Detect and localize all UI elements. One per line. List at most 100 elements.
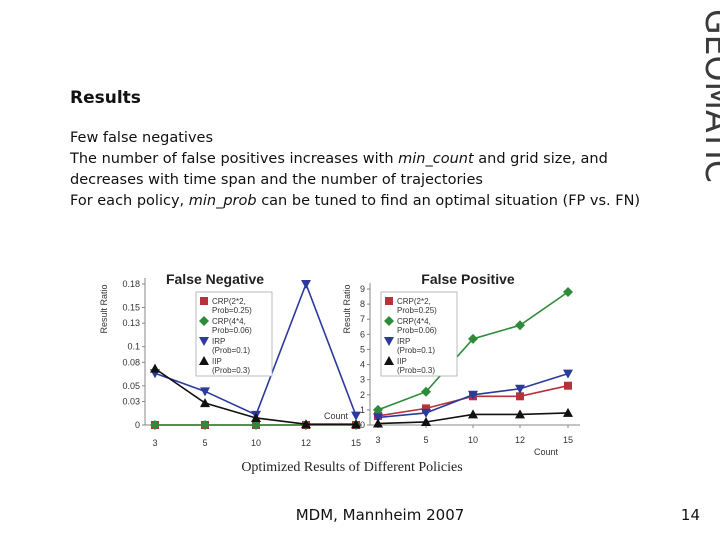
- data-point: [301, 280, 311, 289]
- x-axis-label: Count: [534, 447, 559, 457]
- y-tick-label: 5: [360, 344, 365, 354]
- data-point: [421, 408, 431, 418]
- y-tick-label: 0: [360, 420, 365, 430]
- data-point: [468, 390, 478, 400]
- data-point: [563, 287, 573, 298]
- data-point: [200, 398, 210, 408]
- bullet-item: For each policy, min_prob can be tuned t…: [70, 193, 641, 209]
- x-tick-label: 10: [468, 435, 478, 445]
- legend-label: (Prob=0.3): [397, 366, 435, 375]
- chart-legend: CRP(2*2,Prob=0.25)CRP(4*4,Prob=0.06)IRP(…: [195, 291, 273, 377]
- y-tick-label: 0.18: [122, 279, 140, 289]
- y-axis-label: Result Ratio: [99, 284, 109, 333]
- data-point: [421, 416, 431, 426]
- x-tick-label: 3: [375, 435, 380, 445]
- y-tick-label: 1: [360, 405, 365, 415]
- y-tick-label: 2: [360, 390, 365, 400]
- data-point: [199, 356, 209, 365]
- figure-caption: Optimized Results of Different Policies: [241, 460, 462, 475]
- x-tick-label: 10: [251, 438, 261, 448]
- x-tick-label: 15: [351, 438, 361, 448]
- x-tick-label: 3: [152, 438, 157, 448]
- y-tick-label: 6: [360, 329, 365, 339]
- legend-label: Prob=0.06): [397, 326, 437, 335]
- false-negative-chart: False Negative Result Ratio 0 0.03 0.05 0.08 0…: [99, 271, 362, 448]
- data-point: [373, 404, 383, 415]
- y-tick-label: 8: [360, 299, 365, 309]
- data-point: [468, 409, 478, 419]
- data-point: [150, 363, 160, 373]
- data-point: [516, 392, 524, 401]
- data-point: [150, 420, 160, 430]
- data-point: [200, 420, 210, 430]
- data-point: [422, 404, 430, 413]
- y-tick-label: 0.03: [122, 397, 140, 407]
- legend-label: IRP: [397, 337, 410, 346]
- bullet-list: Few false negatives The number of false …: [70, 128, 650, 212]
- y-tick-label: 4: [360, 360, 365, 370]
- data-point: [200, 297, 208, 305]
- data-point: [373, 418, 383, 428]
- x-tick-label: 12: [301, 438, 311, 448]
- footer-text: MDM, Mannheim 2007: [295, 506, 465, 524]
- y-tick-label: 0: [135, 420, 140, 430]
- x-tick-label: 5: [202, 438, 207, 448]
- data-point: [351, 411, 361, 421]
- legend-label: IIP: [397, 357, 407, 366]
- legend-label: CRP(4*4,: [397, 317, 431, 326]
- y-tick-label: 0.1: [127, 342, 140, 352]
- data-point: [384, 356, 394, 365]
- legend-label: CRP(2*2,: [212, 297, 246, 306]
- data-point: [563, 407, 573, 417]
- y-tick-label: 0.15: [122, 303, 140, 313]
- legend-box: [195, 291, 273, 377]
- chart-title: False Positive: [421, 271, 515, 287]
- legend-label: (Prob=0.1): [212, 346, 250, 355]
- x-tick-label: 12: [515, 435, 525, 445]
- legend-label: CRP(4*4,: [212, 317, 246, 326]
- legend-label: IIP: [212, 357, 222, 366]
- legend-label: (Prob=0.1): [397, 346, 435, 355]
- chart-legend: CRP(2*2,Prob=0.25)CRP(4*4,Prob=0.06)IRP(…: [380, 291, 458, 377]
- logo-text: GEOMATIC: [697, 9, 720, 183]
- legend-label: (Prob=0.3): [212, 366, 250, 375]
- data-point: [251, 412, 261, 422]
- page-number: 14: [680, 506, 700, 524]
- data-point: [251, 420, 261, 430]
- data-point: [515, 384, 525, 394]
- x-tick-label: 15: [563, 435, 573, 445]
- data-point: [373, 413, 383, 423]
- data-point: [384, 316, 394, 326]
- y-axis-label: Result Ratio: [342, 284, 352, 333]
- y-tick-label: 0.08: [122, 357, 140, 367]
- data-point: [199, 316, 209, 326]
- data-point: [200, 387, 210, 397]
- legend-label: CRP(2*2,: [397, 297, 431, 306]
- x-axis-label: Count: [324, 411, 349, 421]
- data-point: [385, 297, 393, 305]
- data-point: [351, 419, 361, 429]
- data-point: [564, 381, 572, 390]
- legend-label: Prob=0.25): [212, 306, 252, 315]
- slide-title: Results: [70, 88, 141, 108]
- data-point: [384, 337, 394, 346]
- geomatic-logo: GEOMATIC: [697, 9, 720, 183]
- data-point: [563, 369, 573, 379]
- bullet-item: Few false negatives: [70, 130, 214, 146]
- legend-label: Prob=0.06): [212, 326, 252, 335]
- legend-label: Prob=0.25): [397, 306, 437, 315]
- legend-label: IRP: [212, 337, 225, 346]
- chart-title: False Negative: [166, 271, 264, 287]
- data-point: [301, 419, 311, 429]
- data-point: [199, 337, 209, 346]
- data-point: [468, 333, 478, 344]
- y-tick-label: 3: [360, 375, 365, 385]
- y-tick-label: 0.13: [122, 318, 140, 328]
- y-tick-label: 7: [360, 314, 365, 324]
- data-point: [421, 386, 431, 397]
- x-tick-label: 5: [423, 435, 428, 445]
- y-tick-label: 0.05: [122, 381, 140, 391]
- bullet-item: The number of false positives increases …: [70, 151, 608, 188]
- y-tick-label: 9: [360, 284, 365, 294]
